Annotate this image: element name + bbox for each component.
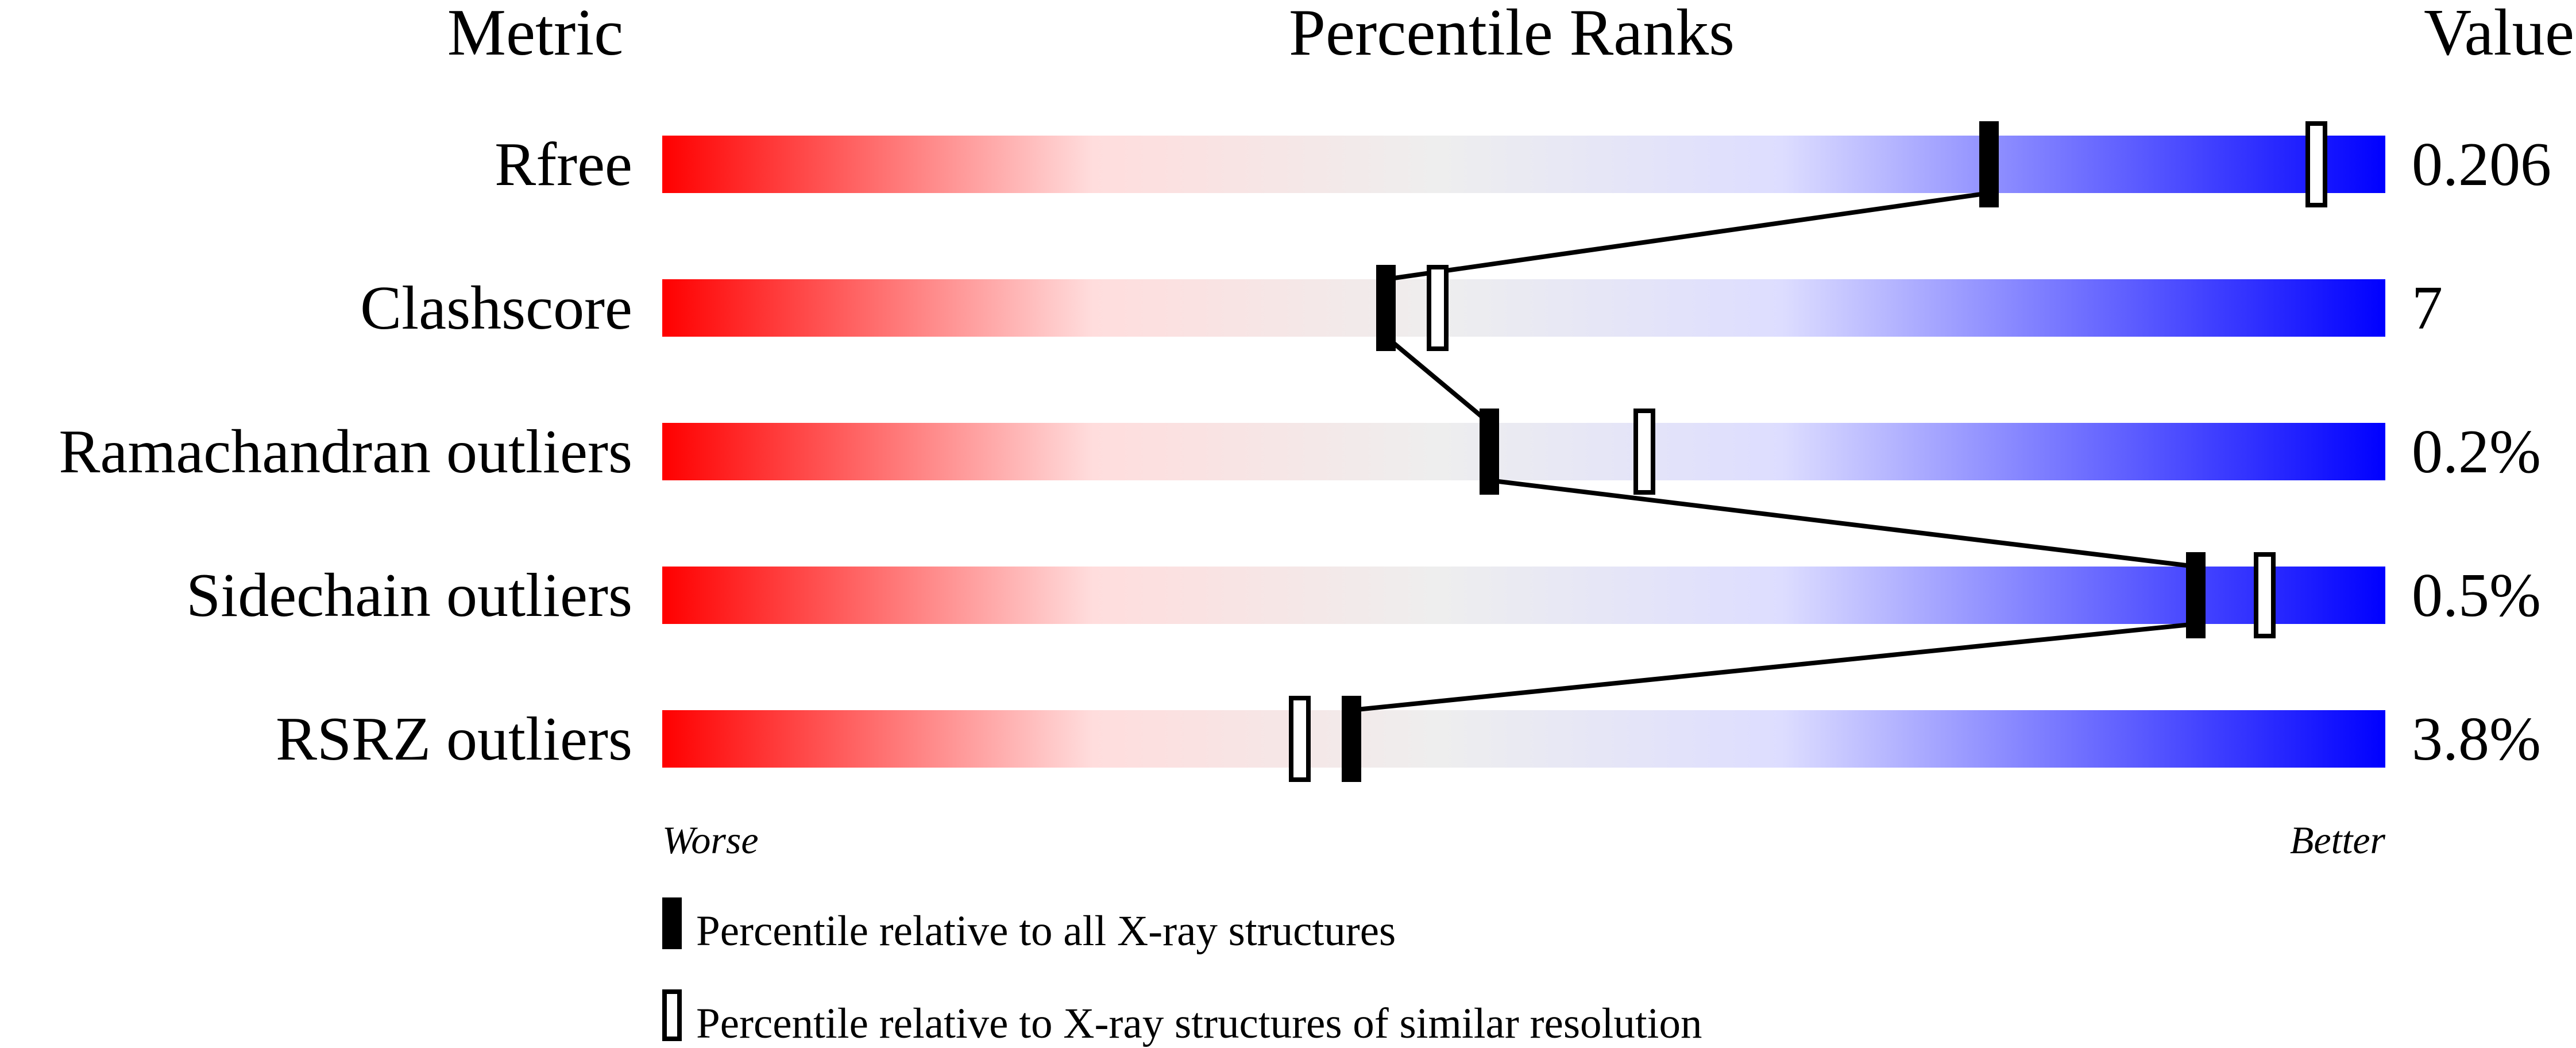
connector-line (1384, 334, 1491, 425)
marker-similar-resolution (1427, 265, 1449, 351)
connector-line (1385, 191, 1990, 282)
header-value: Value (2424, 0, 2574, 69)
metric-value: 7 (2412, 274, 2443, 342)
percentile-bar (662, 710, 2385, 768)
header-metric: Metric (447, 0, 624, 69)
metric-value: 0.2% (2412, 418, 2541, 486)
legend-open-marker-icon (662, 989, 682, 1041)
percentile-bar (662, 423, 2385, 480)
metric-label: RSRZ outliers (276, 705, 632, 773)
metric-label: Rfree (495, 130, 632, 199)
axis-label-better: Better (2290, 818, 2386, 862)
percentile-bar (662, 279, 2385, 337)
legend-label-similar: Percentile relative to X-ray structures … (696, 1000, 1702, 1047)
marker-similar-resolution (1633, 409, 1655, 495)
marker-all-structures (1342, 696, 1361, 782)
marker-all-structures (1979, 121, 1999, 207)
axis-label-worse: Worse (662, 818, 759, 862)
metric-label: Clashscore (360, 274, 632, 342)
metric-label: Ramachandran outliers (59, 418, 632, 486)
connector-line (1489, 478, 2196, 569)
marker-similar-resolution (2254, 552, 2276, 638)
marker-all-structures (1480, 409, 1499, 495)
marker-similar-resolution (2305, 121, 2327, 207)
legend-label-all: Percentile relative to all X-ray structu… (696, 907, 1396, 955)
metric-label: Sidechain outliers (186, 561, 632, 630)
percentile-bar (662, 136, 2385, 193)
metric-value: 3.8% (2412, 705, 2541, 773)
metric-value: 0.206 (2412, 130, 2551, 199)
percentile-bar (662, 567, 2385, 624)
marker-all-structures (1376, 265, 1396, 351)
connector-line (1351, 622, 2196, 712)
metric-value: 0.5% (2412, 561, 2541, 630)
legend-filled-marker-icon (662, 897, 682, 949)
marker-similar-resolution (1289, 696, 1311, 782)
marker-all-structures (2186, 552, 2206, 638)
header-percentile-ranks: Percentile Ranks (1289, 0, 1735, 69)
